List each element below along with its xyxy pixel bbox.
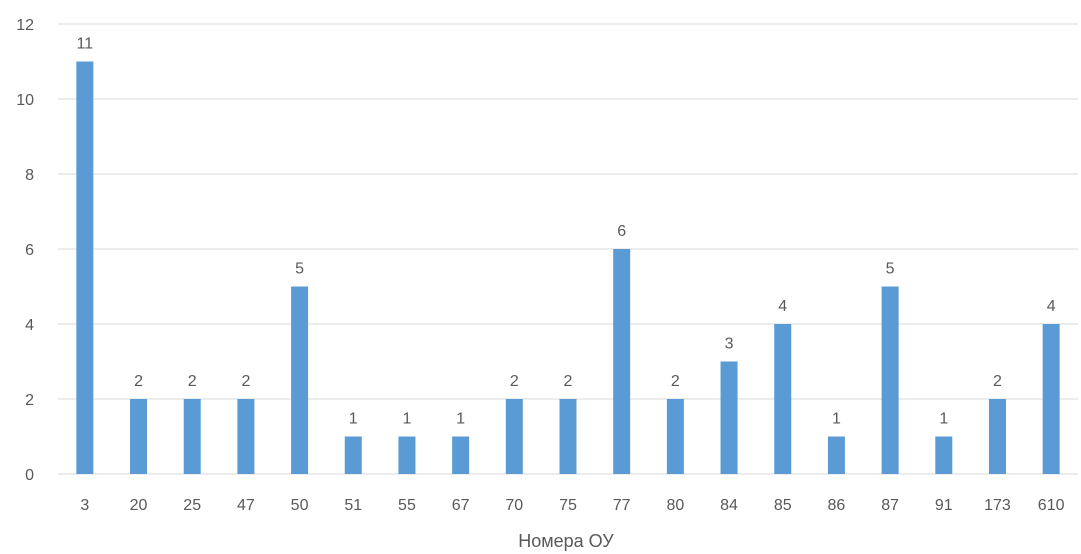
- bar: [291, 286, 309, 474]
- x-tick-label: 86: [828, 497, 846, 514]
- x-tick-label: 84: [720, 497, 738, 514]
- x-tick-label: 80: [666, 497, 684, 514]
- bar: [344, 436, 362, 474]
- gridlines: [58, 23, 1078, 475]
- x-tick-label: 77: [613, 497, 631, 514]
- data-label: 2: [134, 373, 143, 390]
- data-label: 1: [402, 411, 411, 428]
- data-label: 2: [510, 373, 519, 390]
- x-tick-label: 50: [291, 497, 309, 514]
- y-tick-label: 8: [25, 167, 34, 184]
- data-label: 2: [241, 373, 250, 390]
- data-label: 3: [725, 336, 734, 353]
- y-tick-label: 0: [25, 467, 34, 484]
- data-label: 2: [188, 373, 197, 390]
- x-tick-label: 47: [237, 497, 255, 514]
- bar: [559, 399, 577, 474]
- data-label: 1: [349, 411, 358, 428]
- bar: [130, 399, 148, 474]
- y-tick-label: 12: [16, 17, 34, 34]
- data-label: 5: [886, 261, 895, 278]
- x-tick-label: 85: [774, 497, 792, 514]
- data-label: 5: [295, 261, 304, 278]
- bar: [452, 436, 470, 474]
- bar: [666, 399, 684, 474]
- data-label: 4: [1047, 298, 1056, 315]
- x-tick-label: 51: [344, 497, 362, 514]
- x-tick-label: 67: [452, 497, 470, 514]
- y-tick-label: 4: [25, 317, 34, 334]
- bar: [613, 249, 631, 474]
- x-tick-label: 173: [984, 497, 1011, 514]
- x-axis-title: Номера ОУ: [518, 531, 614, 551]
- y-tick-label: 6: [25, 242, 34, 259]
- x-tick-label: 610: [1038, 497, 1065, 514]
- y-axis-tick-labels: 0 2 4 6 8 10 12: [16, 17, 34, 484]
- bar: [827, 436, 845, 474]
- x-tick-label: 75: [559, 497, 577, 514]
- data-label: 1: [832, 411, 841, 428]
- data-label: 1: [939, 411, 948, 428]
- x-axis-tick-labels: 3 20 25 47 50 51 55 67 70 75 77 80 84 85 86 87 91 173 610: [80, 497, 1064, 514]
- bar: [237, 399, 255, 474]
- x-tick-label: 55: [398, 497, 416, 514]
- x-tick-label: 70: [505, 497, 523, 514]
- bar: [881, 286, 899, 474]
- bar: [988, 399, 1006, 474]
- data-label: 2: [671, 373, 680, 390]
- data-label: 1: [456, 411, 465, 428]
- y-tick-label: 2: [25, 392, 34, 409]
- bar: [183, 399, 201, 474]
- x-tick-label: 25: [183, 497, 201, 514]
- data-label: 2: [564, 373, 573, 390]
- x-tick-label: 91: [935, 497, 953, 514]
- bar: [76, 61, 94, 474]
- bar: [935, 436, 953, 474]
- x-tick-label: 87: [881, 497, 899, 514]
- bar: [505, 399, 523, 474]
- bar: [774, 324, 792, 474]
- bar: [720, 361, 738, 474]
- bar: [1042, 324, 1060, 474]
- y-tick-label: 10: [16, 92, 34, 109]
- x-tick-label: 3: [80, 497, 89, 514]
- bar-series: [76, 61, 1060, 474]
- bar: [398, 436, 416, 474]
- data-label: 4: [778, 298, 787, 315]
- data-label: 11: [77, 36, 94, 53]
- x-tick-label: 20: [130, 497, 148, 514]
- data-label: 6: [617, 223, 626, 240]
- data-label: 2: [993, 373, 1002, 390]
